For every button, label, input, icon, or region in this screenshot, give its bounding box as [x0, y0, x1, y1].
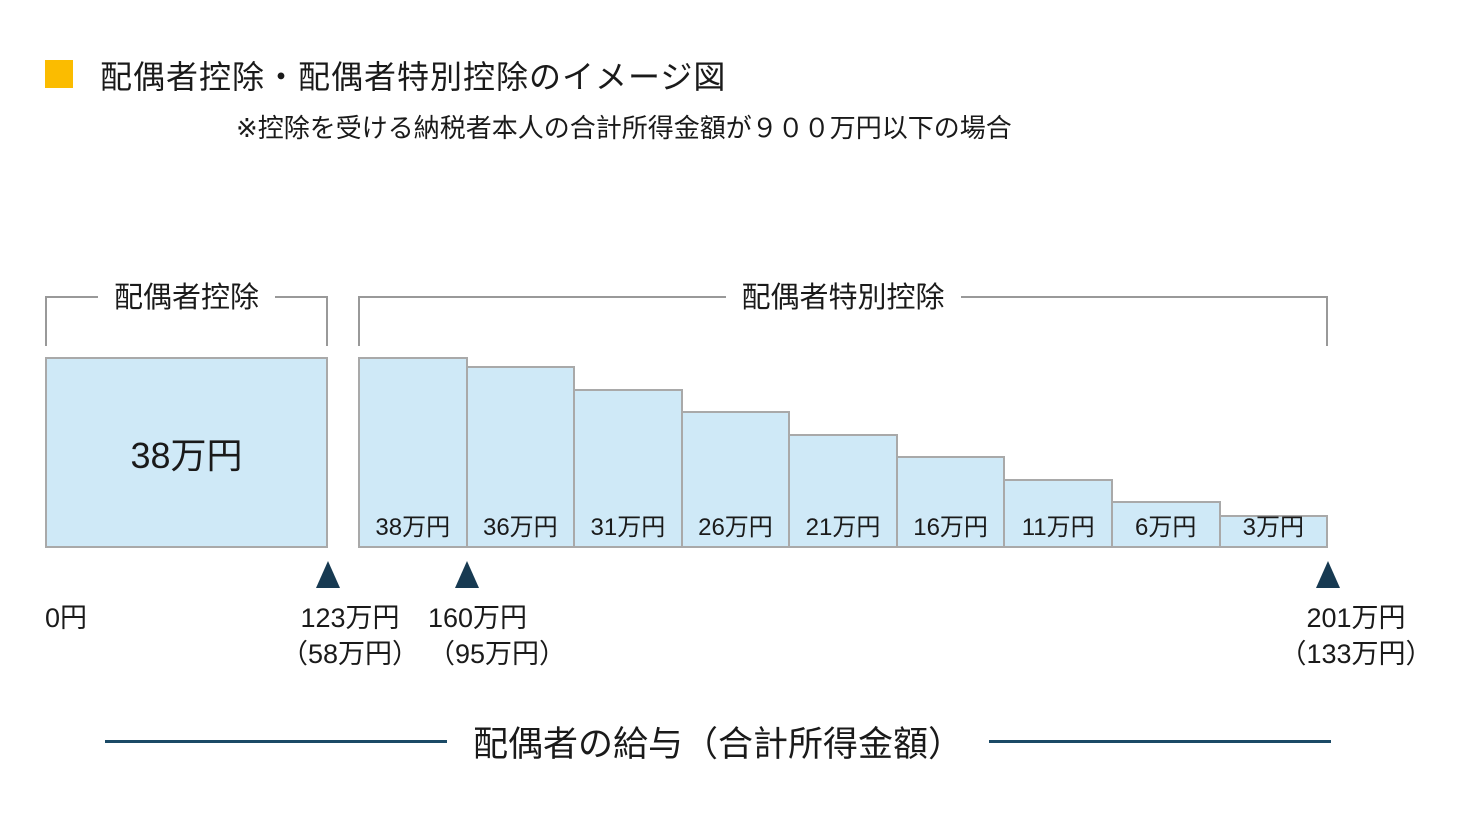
bar-value-label: 3万円	[1242, 514, 1304, 541]
special-deduction-bar: 3万円	[1218, 514, 1329, 548]
x-axis-title: 配偶者の給与（合計所得金額）	[473, 725, 964, 764]
axis-label-160man: 160万円 （95万円）	[428, 600, 566, 673]
spousal-deduction-bracket: 配偶者控除	[45, 282, 329, 346]
special-spousal-deduction-label: 配偶者特別控除	[741, 282, 945, 315]
axis-label-sub: （58万円）	[280, 639, 420, 670]
x-axis-title-row: 配偶者の給与（合計所得金額）	[105, 716, 1332, 767]
axis-line-left	[105, 740, 447, 743]
title-bullet-square-icon	[45, 60, 73, 88]
axis-label-main: 201万円	[1306, 603, 1406, 633]
axis-marker-triangle-123	[316, 561, 340, 588]
axis-label-main: 160万円	[428, 603, 528, 633]
special-deduction-bar: 38万円	[358, 357, 468, 548]
axis-label-201man: 201万円 （133万円）	[1279, 600, 1432, 673]
bar-value-label: 31万円	[590, 514, 666, 541]
bar-value-label: 16万円	[913, 514, 988, 541]
page-subtitle: ※控除を受ける納税者本人の合計所得金額が９００万円以下の場合	[236, 113, 1012, 143]
bar-value-label: 26万円	[698, 514, 773, 541]
axis-label-main: 123万円	[300, 603, 400, 633]
bar-value-label: 21万円	[805, 514, 881, 541]
bracket-line-right	[275, 296, 329, 346]
bracket-line-left	[45, 296, 98, 346]
bracket-line-right	[960, 296, 1329, 346]
spousal-deduction-bar: 38万円	[45, 357, 328, 548]
axis-line-right	[989, 740, 1332, 743]
bracket-line-left	[358, 296, 726, 346]
bar-value-label: 36万円	[482, 514, 558, 541]
special-deduction-bar: 31万円	[573, 388, 683, 548]
page-title: 配偶者控除・配偶者特別控除のイメージ図	[100, 59, 727, 95]
special-deduction-bar: 11万円	[1003, 478, 1113, 548]
axis-marker-triangle-201	[1316, 561, 1340, 588]
bar-value-label: 38万円	[130, 434, 243, 476]
special-deduction-bars: 38万円 36万円 31万円 26万円 21万円 16万円 11万円 6万円 3万円	[358, 357, 1329, 548]
special-deduction-bar: 16万円	[895, 456, 1006, 548]
bar-value-label: 6万円	[1135, 514, 1197, 541]
special-deduction-bar: 26万円	[680, 411, 791, 548]
axis-label-0yen: 0円	[45, 600, 87, 636]
axis-label-sub: （133万円）	[1279, 639, 1433, 670]
axis-label-main: 0円	[45, 603, 88, 633]
special-deduction-bar: 6万円	[1110, 501, 1221, 548]
axis-label-sub: （95万円）	[428, 639, 567, 670]
special-deduction-bar: 21万円	[788, 433, 898, 548]
bar-value-label: 11万円	[1021, 514, 1095, 541]
axis-marker-triangle-160	[455, 561, 479, 588]
bar-value-label: 38万円	[375, 514, 451, 541]
special-spousal-deduction-bracket: 配偶者特別控除	[358, 282, 1329, 346]
spousal-deduction-label: 配偶者控除	[114, 282, 260, 315]
special-deduction-bar: 36万円	[465, 366, 576, 548]
axis-label-123man: 123万円 （58万円）	[281, 600, 419, 673]
